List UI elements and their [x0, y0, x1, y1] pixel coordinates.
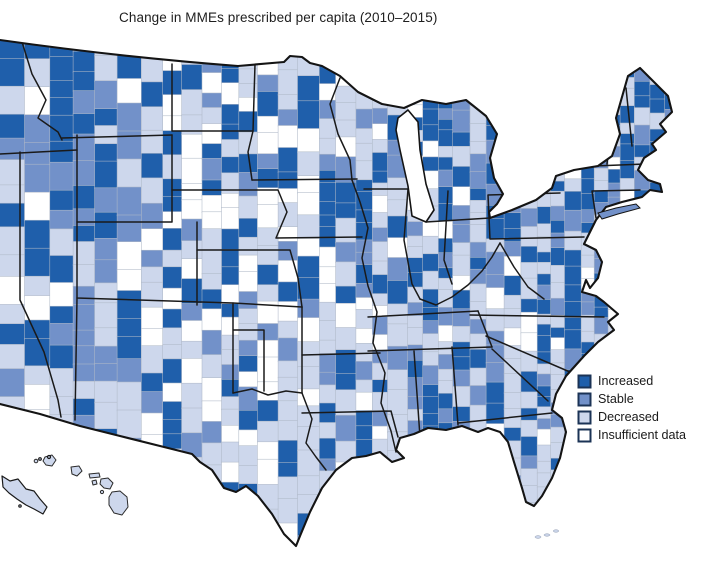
us-coastline	[0, 38, 674, 548]
legend-label: Increased	[598, 374, 654, 388]
hawaii-inset	[33, 454, 129, 516]
legend: Increased Stable Decreased Insufficient …	[577, 374, 686, 443]
legend-item: Increased	[577, 374, 686, 389]
page-title: Change in MMEs prescribed per capita (20…	[119, 10, 438, 25]
legend-label: Insufficient data	[598, 428, 686, 442]
long-island	[597, 203, 641, 220]
legend-swatch-increased	[577, 374, 592, 389]
legend-label: Decreased	[598, 410, 659, 424]
legend-swatch-insufficient-data	[577, 428, 592, 443]
state-borders	[0, 41, 647, 471]
florida-keys	[534, 529, 559, 539]
legend-swatch-decreased	[577, 410, 592, 425]
legend-swatch-stable	[577, 392, 592, 407]
legend-label: Stable	[598, 392, 634, 406]
legend-item: Stable	[577, 392, 686, 407]
lake-michigan	[395, 109, 435, 223]
legend-item: Insufficient data	[577, 428, 686, 443]
legend-item: Decreased	[577, 410, 686, 425]
alaska-inset	[1, 454, 52, 515]
